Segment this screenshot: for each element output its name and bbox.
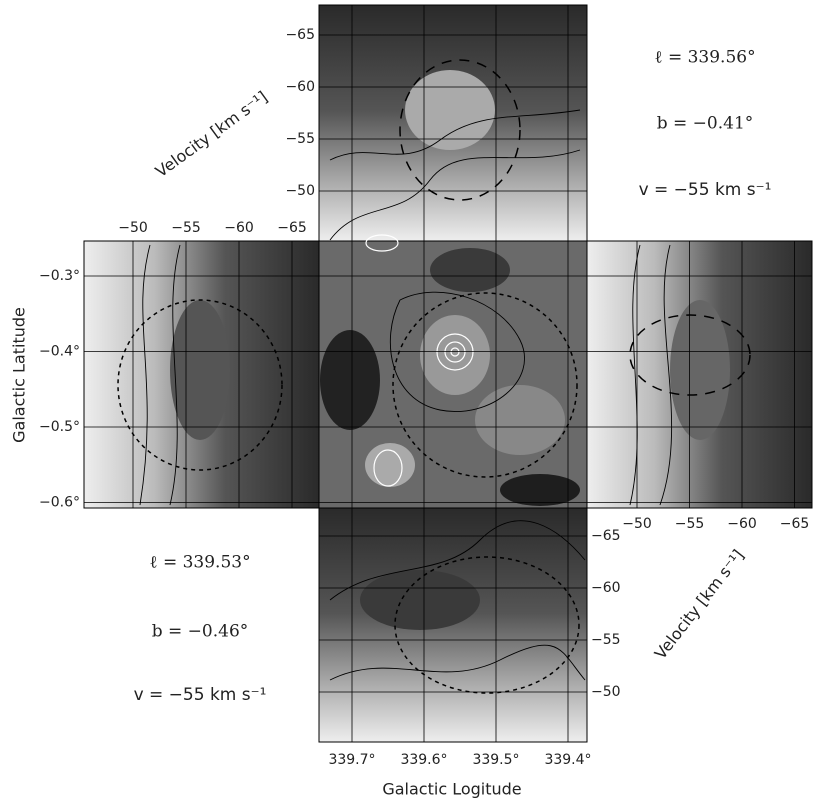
- velocity-tick-label: −55: [675, 516, 705, 532]
- figure: ℓ = 339.56° b = −0.41° v = −55 km s⁻¹ ℓ …: [0, 0, 813, 804]
- velocity-tick-label: −60: [285, 79, 315, 95]
- y-tick-label: −0.3°: [39, 268, 80, 284]
- blob: [420, 315, 490, 395]
- x-tick-label: 339.7°: [328, 752, 375, 768]
- x-tick-label: 339.6°: [400, 752, 447, 768]
- annotation: ℓ = 339.53°: [149, 553, 250, 573]
- y-tick-label: −0.4°: [39, 344, 80, 360]
- blob: [475, 385, 565, 455]
- velocity-tick-label: −60: [591, 580, 621, 596]
- annotation: b = −0.41°: [657, 114, 754, 134]
- y-tick-label: −0.5°: [39, 419, 80, 435]
- blob: [320, 330, 380, 430]
- velocity-tick-label: −65: [780, 516, 810, 532]
- velocity-tick-label: −65: [277, 220, 307, 236]
- velocity-tick-label: −55: [171, 220, 201, 236]
- blob: [170, 300, 230, 440]
- annotation: ℓ = 339.56°: [654, 48, 755, 68]
- velocity-tick-label: −60: [224, 220, 254, 236]
- velocity-tick-label: −60: [727, 516, 757, 532]
- blob: [405, 70, 495, 150]
- y-axis-label: Galactic Latitude: [10, 307, 29, 443]
- velocity-tick-label: −50: [118, 220, 148, 236]
- blob: [670, 300, 730, 440]
- x-tick-label: 339.4°: [544, 752, 591, 768]
- velocity-tick-label: −50: [285, 183, 315, 199]
- velocity-tick-label: −50: [622, 516, 652, 532]
- velocity-tick-label: −55: [285, 131, 315, 147]
- blob: [430, 248, 510, 292]
- velocity-tick-label: −55: [591, 632, 621, 648]
- velocity-label: Velocity [km s⁻¹]: [152, 87, 271, 181]
- annotation: v = −55 km s⁻¹: [639, 180, 772, 200]
- velocity-label: Velocity [km s⁻¹]: [651, 546, 748, 663]
- velocity-tick-label: −65: [285, 27, 315, 43]
- x-tick-label: 339.5°: [472, 752, 519, 768]
- annotation: b = −0.46°: [152, 622, 249, 642]
- y-tick-label: −0.6°: [39, 495, 80, 511]
- velocity-tick-label: −65: [591, 528, 621, 544]
- x-axis-label: Galactic Logitude: [382, 780, 521, 799]
- velocity-tick-label: −50: [591, 684, 621, 700]
- annotation: v = −55 km s⁻¹: [134, 685, 267, 705]
